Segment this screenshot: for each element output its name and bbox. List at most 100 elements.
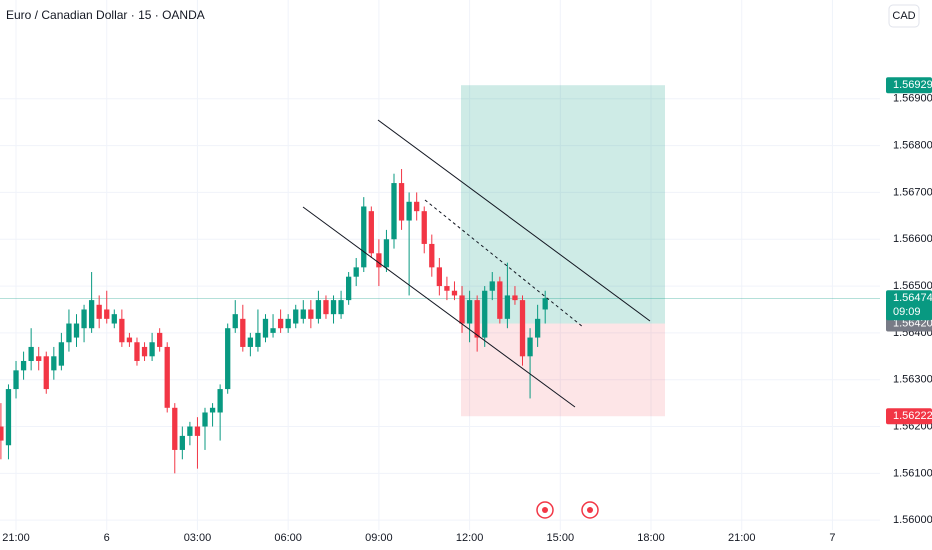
candle-body [28, 346, 34, 361]
candle-body [277, 318, 284, 329]
candle-body [202, 412, 208, 427]
candle-body [81, 309, 87, 329]
candle-body [255, 332, 261, 347]
candle-body [300, 309, 306, 319]
last-price-bg [886, 290, 932, 321]
candle-body [134, 342, 140, 361]
candle-body [330, 300, 337, 315]
candle-body [179, 435, 185, 450]
currency-label[interactable]: CAD [892, 10, 915, 22]
candle-body [338, 300, 344, 315]
candle-body [13, 370, 19, 390]
candle-body [194, 426, 201, 436]
x-tick-label: 21:00 [728, 532, 756, 544]
candle-body [157, 332, 163, 347]
candle-body [482, 290, 488, 338]
x-tick-label: 21:00 [2, 532, 30, 544]
loss-zone [461, 323, 665, 417]
candle-body [398, 183, 405, 221]
candle-body [361, 206, 367, 268]
candle-body [20, 360, 27, 371]
channel-upper[interactable] [377, 119, 651, 322]
candle-body [466, 300, 473, 324]
candle-body [96, 304, 102, 319]
candle-body [0, 426, 4, 441]
events[interactable] [536, 501, 599, 519]
candle-body [88, 300, 95, 329]
candle-body [164, 346, 170, 408]
candles [0, 169, 548, 474]
drawings[interactable] [302, 119, 651, 408]
candle-body [240, 318, 246, 347]
candle-body [474, 300, 480, 338]
candle-body [429, 243, 435, 268]
x-tick-label: 7 [829, 532, 835, 544]
countdown-label: 09:09 [893, 306, 921, 318]
dashed-projection[interactable] [424, 199, 584, 328]
candle-body [451, 290, 458, 296]
channel-lower[interactable] [302, 206, 576, 408]
candle-body [51, 356, 57, 371]
y-tick-label: 1.56800 [893, 140, 932, 152]
x-tick-label: 6 [104, 532, 110, 544]
candle-body [270, 328, 276, 333]
candle-body [459, 295, 465, 324]
candle-body [104, 309, 110, 319]
candle-body [293, 309, 299, 324]
candle-body [519, 300, 526, 357]
candle-body [217, 389, 223, 413]
candle-body [58, 342, 65, 366]
position-tool[interactable] [461, 85, 665, 417]
candle-body [323, 300, 329, 315]
candle-body [414, 201, 420, 212]
price-axis: 1.560001.561001.562001.563001.564001.565… [880, 0, 932, 550]
candle-body [436, 267, 443, 287]
price-label: 1.56929 [893, 79, 932, 91]
y-tick-label: 1.56000 [893, 514, 932, 526]
candle-body [149, 342, 155, 357]
currency-button[interactable] [888, 4, 920, 28]
y-tick-label: 1.56600 [893, 233, 932, 245]
candle-body [262, 318, 269, 338]
event-icon-dot [587, 507, 593, 513]
profit-zone [461, 85, 665, 324]
y-tick-label: 1.56100 [893, 467, 932, 479]
candle-body [36, 356, 42, 361]
chart-title: Euro / Canadian Dollar · 15 · OANDA [6, 8, 205, 22]
y-tick-label: 1.56300 [893, 374, 932, 386]
candle-body [315, 300, 322, 319]
candle-body [172, 407, 178, 450]
candle-body [345, 276, 352, 301]
candle-body [73, 323, 80, 338]
price-label-bg [886, 408, 932, 425]
x-tick-label: 03:00 [184, 532, 212, 544]
candle-body [209, 407, 216, 413]
candle-body [444, 286, 450, 291]
candle-body [534, 318, 541, 338]
x-tick-label: 15:00 [547, 532, 575, 544]
x-tick-label: 18:00 [637, 532, 665, 544]
candle-body [497, 281, 503, 319]
x-tick-label: 06:00 [274, 532, 302, 544]
price-label-bg [886, 77, 932, 94]
candle-body [406, 201, 412, 221]
last-price-label: 1.56474 [893, 292, 932, 304]
candle-body [421, 211, 427, 244]
candle-body [247, 337, 254, 347]
x-tick-label: 09:00 [365, 532, 393, 544]
candle-body [66, 323, 72, 343]
candle-body [391, 183, 397, 240]
x-tick-label: 12:00 [456, 532, 484, 544]
y-tick-label: 1.56700 [893, 186, 932, 198]
price-label: 1.56222 [893, 410, 932, 422]
candle-body [383, 239, 390, 268]
candle-body [43, 356, 49, 390]
candle-body [126, 337, 133, 343]
candle-body [5, 389, 12, 446]
candle-body [119, 318, 125, 343]
price-label: 1.56420 [893, 317, 932, 329]
candle-body [376, 253, 382, 268]
candle-body [141, 346, 148, 357]
